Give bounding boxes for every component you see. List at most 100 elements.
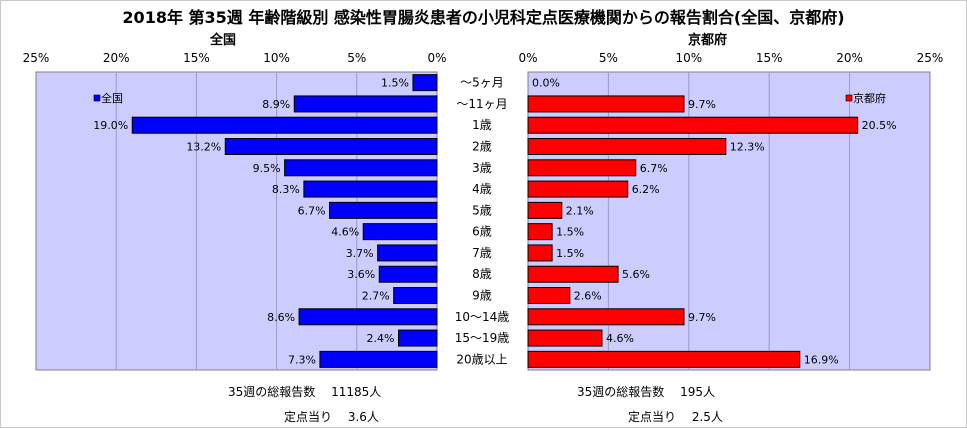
national-data-label: 2.7% [362, 290, 390, 303]
kyoto-legend-label: 京都府 [853, 91, 886, 105]
national-bar [377, 244, 438, 262]
kyoto-data-label: 0.0% [532, 77, 560, 90]
national-tick-label: 10% [263, 51, 290, 65]
kyoto-bar [527, 244, 553, 262]
kyoto-bar [527, 223, 553, 241]
national-tick-label: 0% [427, 51, 446, 65]
age-category-label: 10～14歳 [455, 310, 510, 324]
kyoto-panel-title: 京都府 [688, 33, 728, 48]
kyoto-plot-area [527, 71, 931, 371]
national-data-label: 7.3% [288, 353, 316, 366]
kyoto-bar [527, 265, 619, 283]
national-data-label: 3.6% [347, 268, 375, 281]
national-tick-label: 25% [23, 51, 50, 65]
national-data-label: 8.9% [262, 98, 290, 111]
kyoto-data-label: 1.5% [556, 226, 584, 239]
kyoto-data-label: 2.6% [574, 290, 602, 303]
kyoto-per-point: 定点当り 2.5人 [628, 410, 723, 424]
kyoto-data-label: 1.5% [556, 247, 584, 260]
age-category-label: 2歳 [472, 140, 492, 154]
age-category-label: 5歳 [472, 203, 492, 217]
kyoto-tick-label: 0% [518, 51, 537, 65]
age-category-label: ～5ヶ月 [460, 76, 504, 90]
national-data-label: 13.2% [186, 141, 221, 154]
kyoto-data-label: 6.2% [632, 183, 660, 196]
kyoto-data-label: 5.6% [622, 268, 650, 281]
national-tick-label: 20% [103, 51, 130, 65]
kyoto-bar [527, 287, 571, 304]
national-bar [329, 201, 438, 219]
age-category-label: 20歳以上 [456, 352, 507, 366]
national-data-label: 6.7% [298, 204, 326, 217]
kyoto-legend: 京都府 [845, 91, 886, 105]
national-bar [362, 223, 438, 241]
kyoto-tick-label: 10% [675, 51, 702, 65]
national-data-label: 2.4% [367, 332, 395, 345]
national-data-label: 3.7% [346, 247, 374, 260]
national-total-reports: 35週の総報告数 11185人 [228, 385, 382, 399]
national-bar [378, 265, 438, 283]
age-category-label: 4歳 [472, 182, 492, 196]
age-category-label: 6歳 [472, 225, 492, 239]
kyoto-tick-label: 25% [917, 51, 944, 65]
national-bar [303, 180, 438, 198]
kyoto-bar [527, 138, 727, 155]
kyoto-data-label: 20.5% [862, 119, 897, 132]
national-bar [398, 329, 438, 347]
kyoto-bar [527, 159, 637, 177]
national-legend: 全国 [93, 91, 123, 105]
kyoto-tick-label: 15% [756, 51, 783, 65]
age-category-label: 9歳 [472, 289, 492, 303]
national-panel-title: 全国 [210, 33, 237, 48]
kyoto-data-label: 16.9% [804, 353, 839, 366]
age-category-label: 3歳 [472, 161, 492, 175]
national-data-label: 4.6% [331, 226, 359, 239]
kyoto-bar [527, 116, 859, 134]
national-legend-label: 全国 [101, 91, 123, 105]
age-category-label: 8歳 [472, 267, 492, 281]
kyoto-data-label: 4.6% [606, 332, 634, 345]
age-category-label: 15～19歳 [455, 331, 510, 345]
kyoto-panel: 0% 5% 10% 15% 20% 25% 0.0% 9.7% 20.5% 12.3% 6.7% 6.… [518, 51, 944, 371]
age-category-label: 1歳 [472, 118, 492, 132]
national-bar [131, 116, 438, 134]
national-tick-label: 5% [347, 51, 366, 65]
age-category-label: 7歳 [472, 246, 492, 260]
national-bar [393, 287, 438, 304]
national-plot-area [35, 71, 438, 371]
national-data-label: 1.5% [381, 77, 409, 90]
kyoto-data-label: 12.3% [730, 141, 765, 154]
kyoto-legend-swatch [845, 94, 853, 102]
national-bar [412, 74, 438, 92]
national-tick-label: 15% [183, 51, 210, 65]
national-data-label: 9.5% [253, 162, 281, 175]
kyoto-total-reports: 35週の総報告数 195人 [577, 385, 715, 399]
national-data-label: 19.0% [93, 119, 128, 132]
kyoto-bar [527, 95, 685, 113]
national-data-label: 8.3% [272, 183, 300, 196]
national-bar [298, 308, 438, 326]
kyoto-tick-label: 5% [599, 51, 618, 65]
kyoto-data-label: 9.7% [688, 98, 716, 111]
kyoto-data-label: 6.7% [640, 162, 668, 175]
kyoto-tick-label: 20% [836, 51, 863, 65]
kyoto-bar [527, 350, 801, 368]
kyoto-bar [527, 308, 685, 326]
kyoto-data-label: 2.1% [566, 204, 594, 217]
national-bar [224, 138, 438, 155]
age-category-labels: ～5ヶ月 ～11ヶ月 1歳 2歳 3歳 4歳 5歳 6歳 7歳 8歳 9歳 10～14歳 15～19歳 2… [455, 76, 510, 367]
national-data-label: 8.6% [267, 311, 295, 324]
national-per-point: 定点当り 3.6人 [284, 410, 379, 424]
national-bar [319, 350, 438, 368]
chart-title: 2018年 第35週 年齢階級別 感染性胃腸炎患者の小児科定点医療機関からの報告… [122, 8, 845, 27]
age-category-label: ～11ヶ月 [456, 97, 507, 111]
national-bar [284, 159, 438, 177]
national-legend-swatch [93, 94, 101, 102]
kyoto-bar [527, 201, 563, 219]
national-bar [293, 95, 438, 113]
kyoto-bar [527, 329, 603, 347]
kyoto-data-label: 9.7% [688, 311, 716, 324]
kyoto-bar [527, 180, 629, 198]
national-panel: 0% 5% 10% 15% 20% 25% 1.5% 8.9% 19.0% 13.2% 9.5% 8.… [23, 51, 447, 371]
